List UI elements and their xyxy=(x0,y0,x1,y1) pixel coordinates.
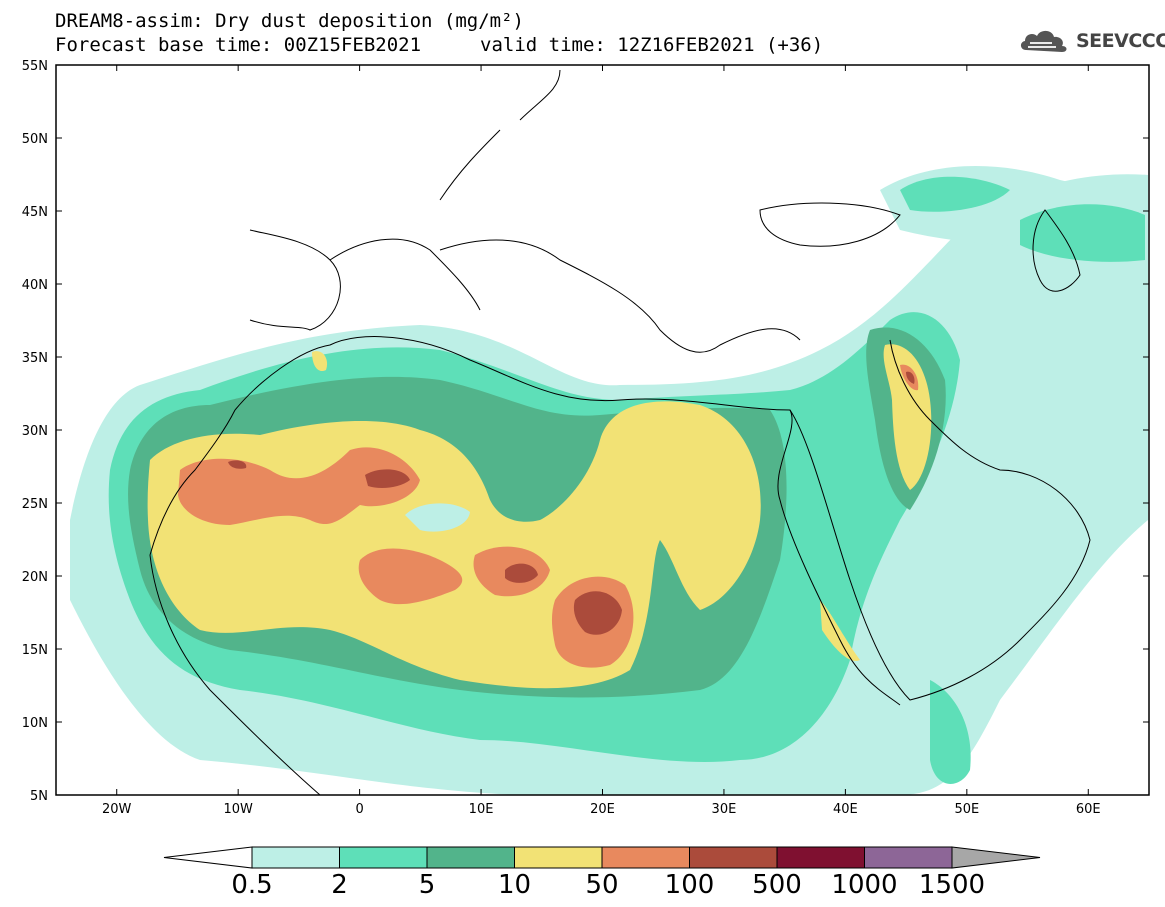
lon-tick-label: 10W xyxy=(223,802,253,817)
seevccc-logo: SEEVCCC xyxy=(1018,24,1165,58)
lat-tick-label: 30N xyxy=(22,424,48,439)
colorbar-over-arrow xyxy=(951,846,1041,869)
lat-tick-label: 45N xyxy=(22,205,48,220)
colorbar-bin xyxy=(601,846,690,869)
colorbar-bin xyxy=(251,846,340,869)
colorbar-label: 50 xyxy=(585,870,618,900)
colorbar-under-arrow xyxy=(163,846,253,869)
africa-coastline xyxy=(149,336,901,795)
level-0.5-area xyxy=(405,503,470,532)
lon-tick-label: 10E xyxy=(469,802,494,817)
lat-tick-label: 50N xyxy=(22,132,48,147)
colorbar-bin xyxy=(339,846,428,869)
level-10-area xyxy=(820,600,860,661)
level-100-area xyxy=(505,563,538,583)
lat-tick-label: 55N xyxy=(22,59,48,74)
forecast-base-time: Forecast base time: 00Z15FEB2021 xyxy=(55,34,422,56)
map-title: DREAM8-assim: Dry dust deposition (mg/m²… xyxy=(55,10,524,32)
colorbar: 0.5 2 5 10 50 100 500 1000 1500 xyxy=(163,846,1041,900)
black-sea-coastline xyxy=(759,202,901,247)
lon-tick-label: 20E xyxy=(590,802,615,817)
arabia-coastline xyxy=(789,339,1091,701)
level-2-area xyxy=(930,680,971,784)
colorbar-bin xyxy=(426,846,515,869)
lon-tick-label: 60E xyxy=(1076,802,1101,817)
colorbar-label: 100 xyxy=(665,870,715,900)
colorbar-label: 5 xyxy=(419,870,436,900)
colorbar-label: 2 xyxy=(331,870,348,900)
coastlines xyxy=(149,69,1091,795)
colorbar-label: 1000 xyxy=(831,870,897,900)
colorbar-bin xyxy=(776,846,865,869)
lon-tick-label: 0 xyxy=(355,802,363,817)
valid-time: valid time: 12Z16FEB2021 (+36) xyxy=(480,34,824,56)
colorbar-bin xyxy=(689,846,778,869)
colorbar-label: 0.5 xyxy=(231,870,272,900)
lon-tick-label: 20W xyxy=(102,802,132,817)
lon-tick-label: 30E xyxy=(712,802,737,817)
cloud-logo-icon xyxy=(1020,30,1067,52)
level-100-area xyxy=(228,460,247,469)
level-100-area xyxy=(573,591,622,635)
level-100-area xyxy=(906,371,915,384)
lon-tick-label: 40E xyxy=(833,802,858,817)
lat-tick-label: 5N xyxy=(30,789,48,804)
colorbar-label: 10 xyxy=(498,870,531,900)
dust-deposition-field xyxy=(70,69,1148,795)
colorbar-label: 500 xyxy=(752,870,802,900)
level-50-area xyxy=(358,548,463,605)
lat-tick-label: 40N xyxy=(22,278,48,293)
caspian-coastline xyxy=(1032,209,1081,292)
colorbar-label: 1500 xyxy=(919,870,985,900)
lat-tick-label: 25N xyxy=(22,497,48,512)
lat-tick-label: 20N xyxy=(22,570,48,585)
level-10-area xyxy=(883,344,932,490)
lat-tick-label: 10N xyxy=(22,716,48,731)
colorbar-bin xyxy=(864,846,953,869)
lat-tick-label: 15N xyxy=(22,643,48,658)
europe-coastline xyxy=(249,69,801,353)
logo-text: SEEVCCC xyxy=(1076,30,1165,52)
level-10-area xyxy=(312,351,328,372)
axis-ticks: 20W 10W 0 10E 20E 30E 40E 50E 60E 55N 50N 45N 40N 35N… xyxy=(22,59,1149,817)
level-2-area xyxy=(900,176,1010,212)
lon-tick-label: 50E xyxy=(954,802,979,817)
colorbar-bin xyxy=(514,846,603,869)
level-100-area xyxy=(365,469,410,488)
map-subtitle: Forecast base time: 00Z15FEB2021 valid ti… xyxy=(55,34,823,56)
lat-tick-label: 35N xyxy=(22,351,48,366)
